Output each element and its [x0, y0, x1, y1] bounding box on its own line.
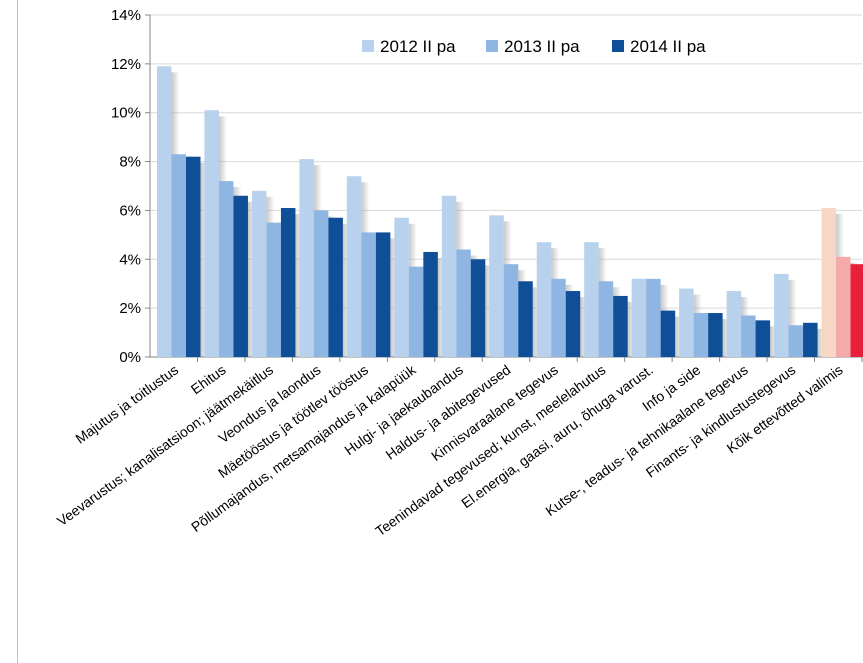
bar	[280, 207, 296, 357]
bar	[313, 210, 329, 357]
legend-label: 2014 II pa	[630, 37, 706, 56]
bar	[613, 295, 628, 357]
bar	[726, 291, 742, 357]
bar	[408, 266, 424, 357]
bar	[361, 232, 376, 357]
bar	[186, 156, 201, 357]
bar	[850, 264, 863, 357]
bar	[598, 281, 614, 357]
x-tick-label: Majutus ja toitlustus	[72, 361, 181, 446]
bar	[375, 232, 391, 357]
y-tick-label: 6%	[119, 202, 141, 219]
y-tick-label: 8%	[119, 154, 141, 171]
y-tick-label: 0%	[119, 349, 141, 366]
bar	[741, 315, 756, 357]
bar	[157, 66, 172, 358]
bar	[551, 278, 566, 357]
bar	[204, 110, 219, 358]
bar	[456, 249, 471, 357]
legend-swatch	[486, 40, 498, 52]
bar	[423, 251, 438, 357]
legend-swatch	[362, 40, 374, 52]
bar	[660, 310, 676, 357]
bar	[394, 217, 409, 357]
left-border-line	[17, 0, 18, 663]
bar-shadow	[788, 279, 797, 357]
bar	[693, 313, 709, 357]
legend-swatch	[612, 40, 624, 52]
legend: 2012 II pa 2013 II pa 2014 II pa	[362, 37, 706, 56]
bar	[503, 264, 519, 357]
bar	[489, 215, 504, 357]
bar	[565, 291, 581, 357]
y-axis-ticks: 0% 2% 4% 6% 8% 10% 12% 14%	[111, 7, 862, 366]
bar	[328, 217, 343, 357]
bar	[631, 278, 647, 357]
bar	[584, 242, 599, 357]
bar	[251, 190, 267, 357]
bar	[821, 207, 837, 357]
bar	[470, 259, 486, 357]
bar	[299, 159, 314, 357]
bar	[233, 195, 248, 357]
y-tick-label: 12%	[111, 56, 141, 73]
bar	[679, 288, 694, 357]
legend-label: 2013 II pa	[504, 37, 580, 56]
bar	[266, 222, 281, 357]
x-tick-label: Ehitus	[188, 361, 229, 397]
x-axis-categories: Majutus ja toitlustus EhitusVeevarustus; …	[54, 357, 863, 539]
bar	[803, 322, 818, 357]
y-tick-label: 4%	[119, 251, 141, 268]
bar	[788, 325, 804, 357]
y-tick-label: 10%	[111, 105, 141, 122]
bar	[346, 176, 362, 357]
bar	[774, 273, 789, 357]
bar	[441, 195, 457, 357]
bar	[218, 181, 234, 357]
legend-label: 2012 II pa	[380, 37, 456, 56]
bar	[755, 320, 771, 357]
x-tick-label: Veevarustus; kanalisatsioon; jäätmekäitl…	[54, 361, 276, 529]
y-tick-label: 2%	[119, 300, 141, 317]
y-tick-label: 14%	[111, 7, 141, 24]
bars	[157, 66, 863, 358]
bar	[536, 242, 552, 357]
bar	[171, 154, 186, 357]
bar	[518, 281, 533, 357]
bar	[836, 256, 851, 357]
bar	[646, 278, 661, 357]
bar	[708, 313, 723, 357]
